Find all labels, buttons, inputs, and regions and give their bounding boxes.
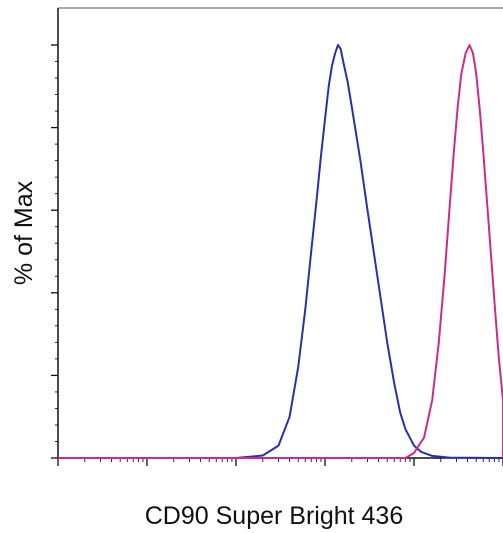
- x-axis-ticks: [57, 458, 503, 466]
- x-axis-label: CD90 Super Bright 436: [145, 502, 403, 530]
- plot-frame: [57, 7, 503, 459]
- series-layer: [58, 44, 503, 459]
- y-axis-ticks: [51, 44, 58, 459]
- series-1-curve: [58, 44, 503, 459]
- y-axis-label: % of Max: [10, 180, 38, 285]
- series-2-curve: [58, 44, 503, 459]
